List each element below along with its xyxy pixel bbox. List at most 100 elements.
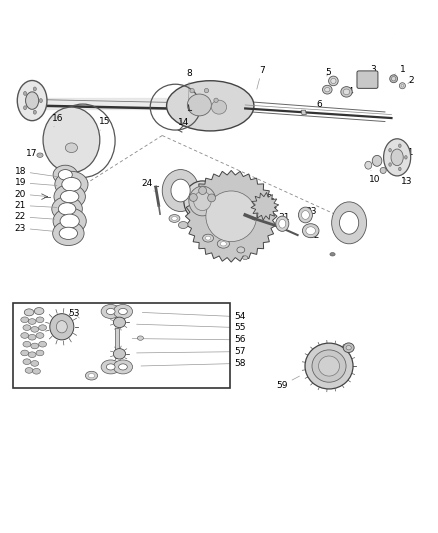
Text: 53: 53 bbox=[68, 309, 80, 318]
Text: 15: 15 bbox=[99, 117, 110, 130]
Ellipse shape bbox=[101, 304, 120, 318]
Polygon shape bbox=[301, 110, 306, 115]
Ellipse shape bbox=[189, 186, 216, 216]
Ellipse shape bbox=[189, 193, 197, 201]
Text: 58: 58 bbox=[141, 359, 246, 368]
Ellipse shape bbox=[217, 239, 230, 248]
Ellipse shape bbox=[389, 148, 392, 152]
Ellipse shape bbox=[392, 77, 396, 81]
Ellipse shape bbox=[237, 247, 245, 253]
Ellipse shape bbox=[390, 75, 398, 83]
Ellipse shape bbox=[23, 341, 31, 347]
Text: 52: 52 bbox=[348, 213, 359, 222]
Text: 21: 21 bbox=[14, 201, 57, 210]
Ellipse shape bbox=[21, 317, 28, 322]
Ellipse shape bbox=[39, 325, 46, 330]
Text: 13: 13 bbox=[401, 177, 413, 186]
Text: 1: 1 bbox=[394, 64, 405, 75]
Ellipse shape bbox=[58, 203, 76, 215]
Ellipse shape bbox=[243, 256, 248, 260]
Ellipse shape bbox=[172, 216, 177, 221]
Ellipse shape bbox=[113, 317, 126, 328]
Ellipse shape bbox=[36, 317, 44, 322]
Ellipse shape bbox=[62, 177, 81, 191]
Text: 5: 5 bbox=[325, 68, 331, 77]
Text: 19: 19 bbox=[14, 178, 57, 187]
Ellipse shape bbox=[279, 220, 286, 228]
Text: 28: 28 bbox=[226, 197, 237, 206]
Ellipse shape bbox=[28, 319, 36, 325]
Ellipse shape bbox=[166, 80, 254, 131]
Ellipse shape bbox=[31, 327, 39, 332]
Ellipse shape bbox=[39, 341, 46, 347]
Ellipse shape bbox=[119, 364, 127, 370]
Ellipse shape bbox=[60, 214, 79, 228]
Ellipse shape bbox=[187, 94, 212, 116]
Ellipse shape bbox=[330, 253, 335, 256]
Ellipse shape bbox=[138, 336, 144, 340]
Ellipse shape bbox=[113, 360, 133, 374]
Ellipse shape bbox=[178, 222, 188, 229]
Ellipse shape bbox=[391, 149, 403, 166]
Ellipse shape bbox=[199, 187, 207, 195]
Ellipse shape bbox=[346, 345, 351, 350]
Ellipse shape bbox=[171, 180, 190, 201]
Text: 10: 10 bbox=[369, 171, 380, 184]
Ellipse shape bbox=[24, 309, 34, 316]
Ellipse shape bbox=[184, 181, 221, 221]
Ellipse shape bbox=[119, 309, 127, 314]
Ellipse shape bbox=[208, 194, 215, 202]
Ellipse shape bbox=[194, 191, 211, 211]
Text: 30: 30 bbox=[242, 209, 253, 218]
Ellipse shape bbox=[306, 227, 315, 235]
Text: 56: 56 bbox=[132, 335, 246, 344]
Bar bbox=[13, 303, 230, 388]
Text: 17: 17 bbox=[25, 149, 42, 158]
Text: 3: 3 bbox=[367, 64, 375, 77]
Ellipse shape bbox=[106, 309, 115, 314]
Text: 9: 9 bbox=[385, 155, 396, 164]
Text: 55: 55 bbox=[137, 323, 246, 332]
Ellipse shape bbox=[53, 221, 84, 246]
Ellipse shape bbox=[25, 368, 33, 373]
Ellipse shape bbox=[106, 364, 115, 370]
Ellipse shape bbox=[339, 212, 359, 234]
Ellipse shape bbox=[50, 313, 74, 340]
Text: 32: 32 bbox=[308, 231, 320, 239]
Ellipse shape bbox=[205, 236, 211, 240]
Text: 6: 6 bbox=[317, 100, 322, 109]
Ellipse shape bbox=[305, 343, 353, 389]
Ellipse shape bbox=[113, 349, 126, 359]
Ellipse shape bbox=[24, 106, 27, 110]
Ellipse shape bbox=[21, 350, 28, 356]
Ellipse shape bbox=[206, 191, 257, 241]
Ellipse shape bbox=[405, 156, 407, 159]
Ellipse shape bbox=[399, 167, 401, 171]
Ellipse shape bbox=[57, 321, 67, 333]
Ellipse shape bbox=[39, 99, 42, 102]
Ellipse shape bbox=[58, 169, 72, 180]
Text: 8: 8 bbox=[187, 69, 192, 102]
Ellipse shape bbox=[298, 207, 312, 223]
Ellipse shape bbox=[340, 212, 358, 233]
Text: 31: 31 bbox=[278, 213, 290, 222]
Ellipse shape bbox=[301, 211, 309, 220]
Ellipse shape bbox=[220, 241, 226, 246]
Text: 24: 24 bbox=[141, 179, 154, 191]
Ellipse shape bbox=[389, 163, 392, 166]
Ellipse shape bbox=[380, 167, 386, 174]
Text: 20: 20 bbox=[14, 190, 46, 198]
Ellipse shape bbox=[33, 87, 36, 91]
Ellipse shape bbox=[60, 190, 79, 203]
Text: 33: 33 bbox=[305, 207, 316, 216]
Ellipse shape bbox=[52, 197, 82, 221]
Ellipse shape bbox=[39, 154, 41, 156]
Ellipse shape bbox=[328, 76, 338, 86]
Ellipse shape bbox=[21, 333, 28, 338]
Text: 29: 29 bbox=[261, 195, 273, 203]
Ellipse shape bbox=[312, 350, 346, 382]
Ellipse shape bbox=[36, 333, 44, 338]
Ellipse shape bbox=[65, 143, 78, 152]
Ellipse shape bbox=[88, 374, 95, 378]
Ellipse shape bbox=[332, 202, 367, 244]
